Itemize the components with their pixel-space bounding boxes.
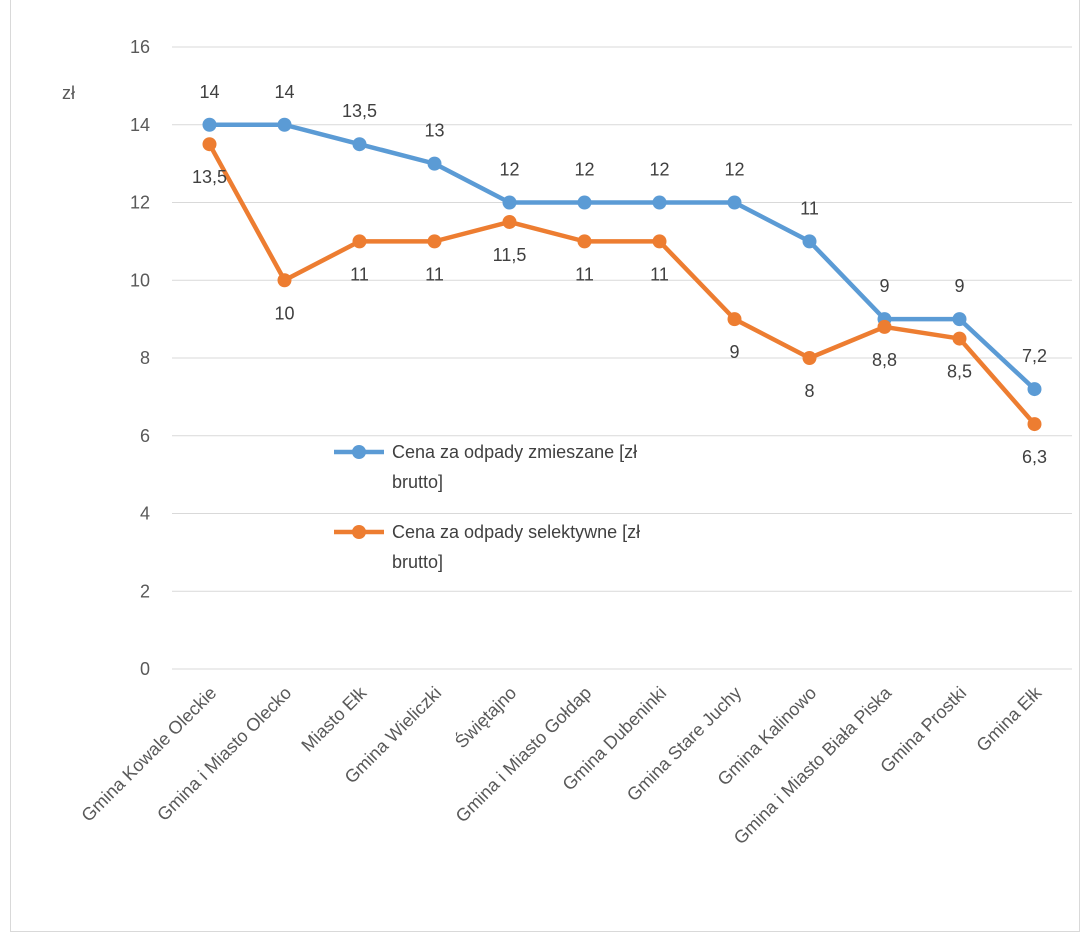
data-point [502, 214, 517, 229]
y-tick-label: 10 [130, 270, 150, 290]
data-label: 11 [425, 264, 444, 284]
x-tick-label: Miasto Ełk [297, 682, 371, 756]
y-tick-label: 8 [140, 348, 150, 368]
data-point [877, 319, 892, 334]
data-label: 13 [424, 121, 444, 141]
data-point [727, 312, 742, 327]
data-label: 11 [800, 198, 819, 218]
data-point [202, 117, 217, 132]
data-label: 9 [954, 276, 964, 296]
legend-marker [352, 525, 366, 539]
x-tick-label: Gmina Ełk [972, 682, 1046, 756]
y-tick-label: 6 [140, 426, 150, 446]
legend-entry-1: Cena za odpady zmieszane [zł brutto] [334, 442, 637, 492]
data-point [952, 312, 967, 327]
data-point [802, 234, 817, 249]
chart-frame [10, 0, 1080, 932]
legend: Cena za odpady zmieszane [złbrutto]Cena … [334, 442, 640, 572]
series-line [207, 122, 1037, 392]
data-label: 13,5 [192, 167, 227, 187]
x-tick-label: Świętajno [450, 682, 520, 752]
data-label: 6,3 [1022, 447, 1047, 467]
data-point [352, 234, 367, 249]
data-label: 14 [199, 82, 219, 102]
data-label: 14 [274, 82, 294, 102]
data-point [802, 351, 817, 365]
data-point [277, 273, 292, 288]
data-labels: 14 14 13,5 13 12 12 12 12 11 9 9 7,2 13,5 10 11 11 11,5 1… [192, 82, 1047, 467]
data-label: 12 [649, 160, 669, 180]
data-label: 12 [499, 160, 519, 180]
y-tick-label: 4 [140, 504, 150, 524]
data-label: 12 [574, 160, 594, 180]
series-1 [202, 117, 1042, 397]
data-label: 11 [575, 264, 594, 284]
data-point [202, 137, 217, 152]
x-tick-label: Gmina i Miasto Biała Piska [730, 682, 896, 848]
data-point [577, 195, 592, 210]
data-point [952, 331, 967, 346]
data-point [652, 234, 667, 249]
legend-entry-2: Cena za odpady selektywne [zł brutto] [334, 522, 640, 572]
data-point [427, 156, 442, 171]
data-point [1027, 417, 1042, 432]
data-label: 11 [650, 264, 669, 284]
y-tick-label: 14 [130, 115, 150, 135]
y-tick-label: 0 [140, 659, 150, 679]
x-tick-label: Gmina Kowale Oleckie [77, 683, 220, 826]
data-point [427, 234, 442, 249]
x-tick-label: Gmina i Miasto Gołdap [452, 683, 596, 827]
x-tick-label: Gmina i Miasto Olecko [153, 683, 295, 825]
gridlines [172, 46, 1072, 670]
series-layer [202, 117, 1042, 432]
data-label: 8,8 [872, 350, 897, 370]
legend-marker [352, 445, 366, 459]
legend-label: Cena za odpady zmieszane [zł [392, 442, 637, 462]
y-tick-label: 12 [130, 193, 150, 213]
legend-label: Cena za odpady selektywne [zł [392, 522, 640, 542]
data-label: 8 [804, 381, 814, 401]
data-label: 10 [274, 303, 294, 323]
data-label: 9 [879, 276, 889, 296]
series-2 [202, 137, 1042, 432]
data-label: 12 [724, 160, 744, 180]
data-label: 11 [350, 264, 369, 284]
y-tick-label: 16 [130, 37, 150, 57]
data-label: 8,5 [947, 362, 972, 382]
data-point [352, 137, 367, 152]
y-axis-ticks: 0 2 4 6 8 10 12 14 16 [130, 37, 150, 679]
data-label: 9 [729, 342, 739, 362]
legend-label: brutto] [392, 552, 443, 572]
data-label: 11,5 [493, 245, 527, 265]
data-point [1027, 382, 1042, 397]
data-point [652, 195, 667, 210]
data-point [727, 195, 742, 210]
series-line [207, 141, 1037, 427]
data-label: 7,2 [1022, 346, 1047, 366]
data-point [277, 117, 292, 132]
legend-label: brutto] [392, 472, 443, 492]
y-axis-label: zł [62, 83, 75, 103]
data-point [502, 195, 517, 210]
data-point [577, 234, 592, 249]
data-label: 13,5 [342, 101, 377, 121]
y-tick-label: 2 [140, 581, 150, 601]
